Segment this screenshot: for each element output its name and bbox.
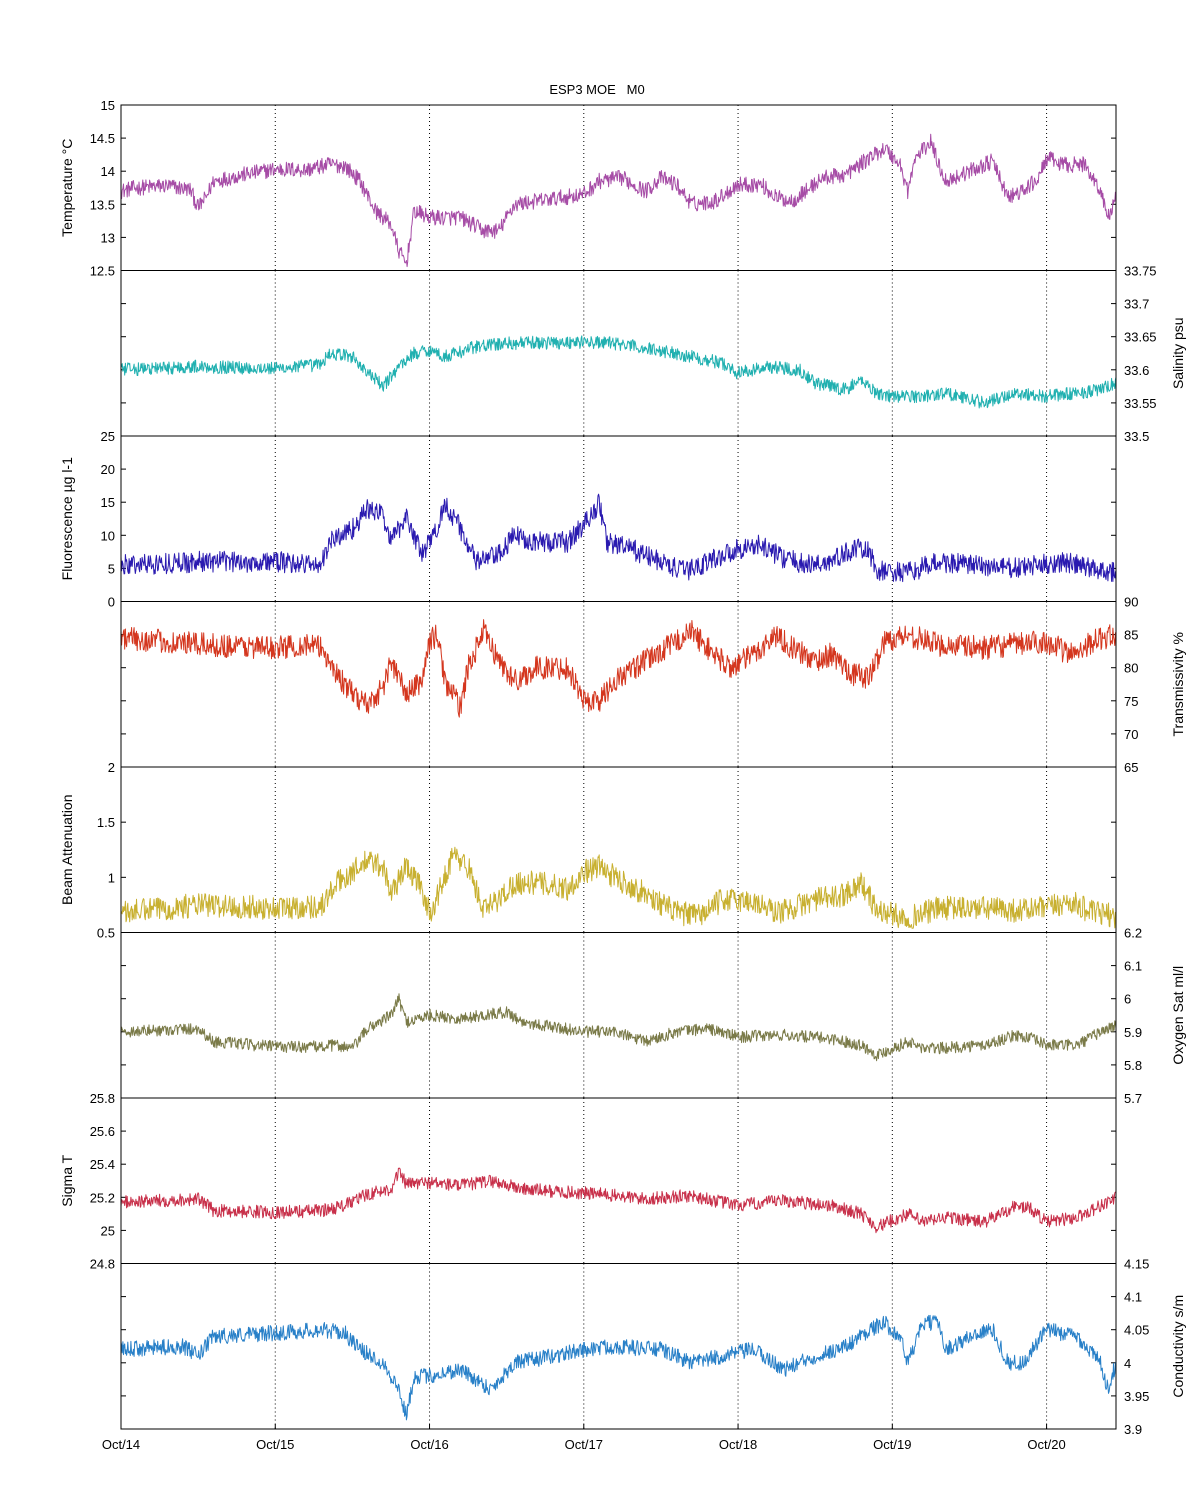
panel-frame: [120, 270, 1117, 437]
series-line-2: [120, 335, 1117, 409]
y-axis-label: Beam Attenuation: [59, 794, 75, 905]
panel-2: 33.5 33.55 33.6 33.65 33.7 33.75 Salinity psu: [120, 264, 1186, 444]
y-tick-label: 5.9: [1124, 1025, 1142, 1040]
y-tick-label: 14: [101, 164, 115, 179]
y-tick-label: 33.5: [1124, 429, 1149, 444]
y-tick-label: 6.2: [1124, 926, 1142, 941]
y-tick-label: 5.7: [1124, 1091, 1142, 1106]
y-tick-label: 25.6: [90, 1124, 115, 1139]
y-tick-label: 6: [1124, 992, 1131, 1007]
panel-1: 12.5 13 13.5 14 14.5 15 Temperature °C: [59, 98, 1117, 279]
y-tick-label: 1: [108, 870, 115, 885]
series-line-8: [120, 1314, 1117, 1421]
y-tick-label: 33.6: [1124, 363, 1149, 378]
y-tick-label: 25.4: [90, 1157, 115, 1172]
y-axis-label: Transmissivity %: [1170, 632, 1186, 737]
y-tick-label: 20: [101, 462, 115, 477]
panel-frame: [120, 1097, 1117, 1264]
y-tick-label: 33.75: [1124, 264, 1157, 279]
panel-6: 5.7 5.8 5.9 6 6.1 6.2 Oxygen Sat ml/l: [120, 926, 1186, 1106]
panel-3: 0 5 10 15 20 25 Fluorescence µg l-1: [59, 429, 1117, 610]
series-line-7: [120, 1167, 1117, 1234]
y-tick-label: 33.55: [1124, 396, 1157, 411]
y-axis-label: Temperature °C: [59, 139, 75, 237]
panel-8: 3.9 3.95 4 4.05 4.1 4.15 Conductivity s/m: [120, 1257, 1186, 1437]
y-axis-label: Conductivity s/m: [1170, 1295, 1186, 1398]
panel-frame: [120, 932, 1117, 1099]
y-tick-label: 80: [1124, 661, 1138, 676]
y-axis-label: Sigma T: [59, 1154, 75, 1206]
y-tick-label: 65: [1124, 760, 1138, 775]
y-tick-label: 90: [1124, 595, 1138, 610]
y-axis-label: Salinity psu: [1170, 317, 1186, 389]
y-tick-label: 0.5: [97, 926, 115, 941]
y-tick-label: 2: [108, 760, 115, 775]
y-tick-label: 4.1: [1124, 1290, 1142, 1305]
series-line-3: [120, 493, 1117, 583]
y-axis-label: Oxygen Sat ml/l: [1170, 966, 1186, 1065]
x-tick-label: Oct/14: [102, 1437, 140, 1452]
y-tick-label: 13: [101, 230, 115, 245]
x-tick-label: Oct/15: [256, 1437, 294, 1452]
y-tick-label: 3.95: [1124, 1389, 1149, 1404]
x-tick-label: Oct/19: [873, 1437, 911, 1452]
y-tick-label: 25: [101, 429, 115, 444]
x-axis: Oct/14 Oct/15 Oct/16 Oct/17 Oct/18 Oct/19 Oct/…: [102, 1424, 1066, 1452]
y-tick-label: 24.8: [90, 1257, 115, 1272]
y-tick-label: 33.7: [1124, 297, 1149, 312]
y-tick-label: 4.05: [1124, 1323, 1149, 1338]
series-line-6: [120, 993, 1117, 1062]
y-tick-label: 15: [101, 495, 115, 510]
y-tick-label: 3.9: [1124, 1422, 1142, 1437]
y-tick-label: 4.15: [1124, 1257, 1149, 1272]
y-tick-label: 13.5: [90, 197, 115, 212]
y-tick-label: 15: [101, 98, 115, 113]
y-tick-label: 25.8: [90, 1091, 115, 1106]
y-tick-label: 4: [1124, 1356, 1131, 1371]
y-tick-label: 5.8: [1124, 1058, 1142, 1073]
y-tick-label: 0: [108, 595, 115, 610]
y-tick-label: 1.5: [97, 815, 115, 830]
y-tick-label: 75: [1124, 694, 1138, 709]
panel-frame: [120, 435, 1117, 602]
x-tick-label: Oct/16: [410, 1437, 448, 1452]
y-tick-label: 25.2: [90, 1190, 115, 1205]
chart-title: ESP3 MOE M0: [549, 82, 644, 97]
panel-4: 65 70 75 80 85 90 Transmissivity %: [120, 595, 1186, 775]
panel-frame: [120, 601, 1117, 768]
x-tick-label: Oct/20: [1027, 1437, 1065, 1452]
panel-frame: [120, 1263, 1117, 1430]
panel-7: 24.8 25 25.2 25.4 25.6 25.8 Sigma T: [59, 1091, 1117, 1272]
y-tick-label: 14.5: [90, 131, 115, 146]
y-tick-label: 85: [1124, 628, 1138, 643]
x-tick-label: Oct/17: [565, 1437, 603, 1452]
y-tick-label: 12.5: [90, 264, 115, 279]
y-axis-label: Fluorescence µg l-1: [59, 457, 75, 580]
y-tick-label: 33.65: [1124, 330, 1157, 345]
y-tick-label: 70: [1124, 727, 1138, 742]
series-line-1: [120, 133, 1117, 268]
panel-5: 0.5 1 1.5 2 Beam Attenuation: [59, 760, 1117, 941]
y-tick-label: 10: [101, 528, 115, 543]
y-tick-label: 5: [108, 561, 115, 576]
series-line-4: [120, 619, 1117, 718]
series-line-5: [120, 846, 1117, 929]
y-tick-label: 25: [101, 1223, 115, 1238]
y-tick-label: 6.1: [1124, 959, 1142, 974]
panel-frame: [120, 104, 1117, 271]
x-tick-label: Oct/18: [719, 1437, 757, 1452]
